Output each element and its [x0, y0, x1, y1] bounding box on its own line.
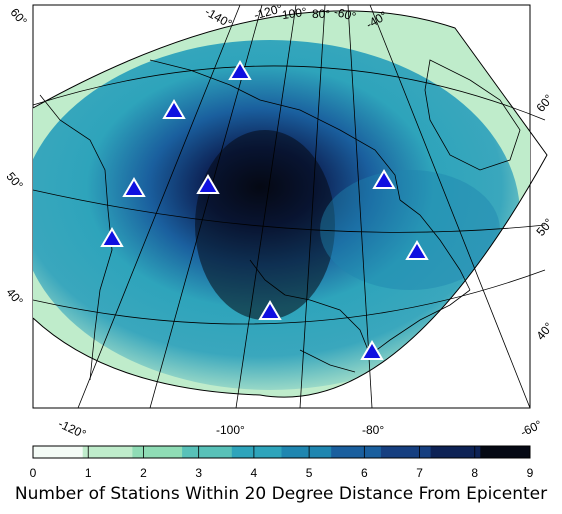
lat-label-left: 40° [3, 285, 26, 308]
colorbar-cell [33, 446, 84, 458]
station-marker [162, 99, 186, 119]
graticule-latitudes [32, 65, 546, 325]
colorbar-tick-label: 2 [140, 466, 147, 480]
lon-label-top: -100° [277, 5, 308, 23]
colorbar-tick-label: 0 [30, 466, 37, 480]
station-marker [360, 340, 384, 360]
colorbar-title: Number of Stations Within 20 Degree Dist… [14, 484, 548, 504]
lat-label-left: 60° [7, 5, 30, 28]
lat-label-right: 60° [533, 92, 556, 115]
station-marker [196, 174, 220, 194]
lon-label-bottom: -60° [518, 417, 544, 439]
colorbar-tick-label: 1 [85, 466, 92, 480]
colorbar-tick-label: 4 [251, 466, 258, 480]
colorbar-tick-label: 5 [306, 466, 313, 480]
coastlines [39, 59, 521, 381]
lat-label-left: 50° [3, 169, 26, 192]
colorbar-tick-label: 7 [416, 466, 423, 480]
lat-label-right: 50° [533, 216, 556, 239]
lon-label-top: -60° [333, 5, 358, 24]
lat-labels-left: 60° 50° 40° [3, 5, 30, 308]
coverage-density-field [33, 10, 530, 398]
station-marker [372, 169, 396, 189]
colorbar-tick-label: 8 [471, 466, 478, 480]
stations-layer [100, 60, 429, 360]
lon-label-bottom: -120° [56, 417, 88, 442]
colorbar-cell [182, 446, 233, 458]
colorbar-tick-label: 9 [527, 466, 534, 480]
lon-label-bottom: -100° [216, 423, 245, 437]
colorbar-cell [331, 446, 382, 458]
lon-label-bottom: -80° [362, 423, 384, 437]
station-marker [122, 177, 146, 197]
colorbar-tick-label: 6 [361, 466, 368, 480]
colorbar-cell [430, 446, 481, 458]
lat-label-right: 40° [533, 320, 556, 343]
station-marker [405, 240, 429, 260]
colorbar: 0 1 2 3 4 5 6 7 8 9 [30, 445, 534, 480]
colorbar-cell [480, 446, 531, 458]
lon-labels-bottom: -120° -100° -80° -60° [56, 417, 544, 442]
station-marker [100, 227, 124, 247]
station-marker [258, 300, 282, 320]
lon-label-top: 80° [312, 7, 330, 21]
station-marker [228, 60, 252, 80]
colorbar-tick-label: 3 [195, 466, 202, 480]
colorbar-cell [281, 446, 332, 458]
colorbar-cell [231, 446, 282, 458]
colorbar-cell [132, 446, 183, 458]
lat-labels-right: 60° 50° 40° [533, 92, 556, 343]
colorbar-cell [82, 446, 133, 458]
colorbar-cell [380, 446, 432, 458]
